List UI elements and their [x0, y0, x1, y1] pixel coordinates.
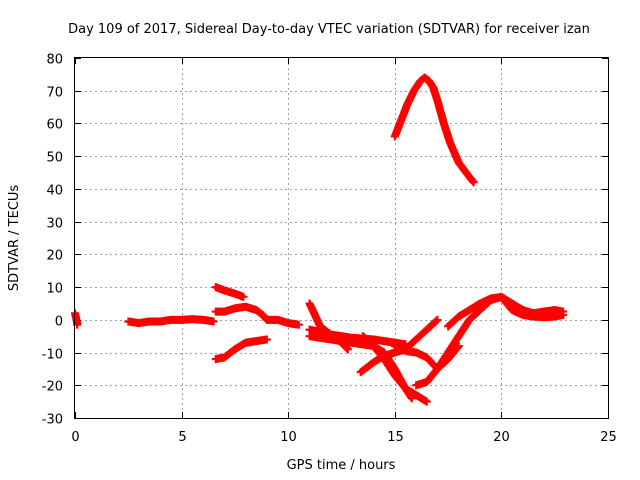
- chart-title: Day 109 of 2017, Sidereal Day-to-day VTE…: [68, 22, 590, 37]
- x-tick-label: 25: [600, 430, 617, 445]
- series-arc-start: [71, 309, 82, 329]
- y-tick-label: -10: [42, 348, 63, 363]
- y-tick-label: 40: [46, 184, 63, 199]
- series-arc-mid: [211, 302, 303, 329]
- x-tick-label: 15: [387, 430, 404, 445]
- data-point: [209, 317, 218, 326]
- y-tick-label: -20: [42, 380, 63, 395]
- y-tick-labels: -30 -20 -10 0 10 20 30 40 50 60 70 80: [42, 53, 63, 428]
- series-arc-g: [412, 292, 568, 390]
- y-tick-label: 0: [55, 315, 63, 330]
- data-point: [469, 178, 478, 187]
- x-tick-label: 10: [280, 430, 297, 445]
- x-tick-label: 20: [493, 430, 510, 445]
- y-tick-label: 60: [46, 118, 63, 133]
- data-point: [262, 335, 271, 344]
- x-tick-label: 0: [71, 430, 79, 445]
- data-point: [343, 345, 352, 354]
- y-tick-label: 30: [46, 217, 63, 232]
- data-marks: [71, 73, 568, 406]
- y-tick-label: 20: [46, 249, 63, 264]
- data-point: [559, 307, 568, 316]
- y-tick-label: 10: [46, 282, 63, 297]
- series-arc-peak: [390, 73, 478, 187]
- data-point: [239, 292, 248, 301]
- data-point: [422, 397, 431, 406]
- x-tick-labels: 0 5 10 15 20 25: [71, 430, 616, 445]
- series-arc-early: [124, 315, 218, 328]
- x-axis-label: GPS time / hours: [287, 458, 396, 473]
- y-tick-label: -30: [42, 413, 63, 428]
- y-tick-label: 70: [46, 86, 63, 101]
- plot-frame: [74, 57, 609, 419]
- y-tick-label: 50: [46, 151, 63, 166]
- series-arc-h: [444, 292, 568, 331]
- data-point: [433, 315, 442, 324]
- tick-marks: [75, 58, 609, 419]
- series-arc-e: [358, 332, 431, 406]
- series-arc-lower-rise: [211, 335, 271, 364]
- y-tick-label: 80: [46, 53, 63, 68]
- x-tick-label: 5: [178, 430, 186, 445]
- data-point: [294, 320, 303, 329]
- grid-lines: [75, 58, 608, 418]
- series-arc-upper-descent: [211, 283, 248, 301]
- y-axis-label: SDTVAR / TECUs: [7, 185, 22, 292]
